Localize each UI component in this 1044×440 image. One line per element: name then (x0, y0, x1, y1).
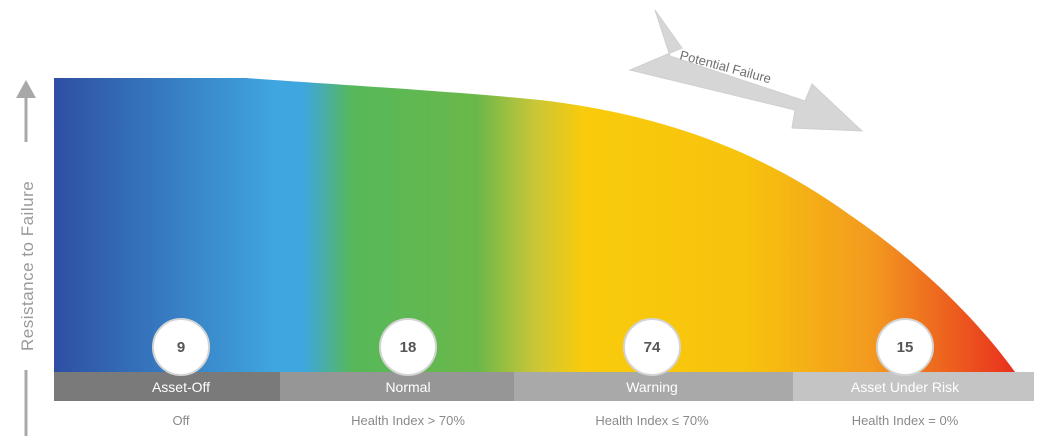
y-axis-label: Resistance to Failure (18, 181, 37, 351)
count-value-normal: 18 (400, 339, 417, 356)
count-value-risk: 15 (897, 339, 914, 356)
count-circle-risk[interactable]: 15 (876, 318, 934, 376)
potential-failure-arrow-icon (628, 9, 864, 132)
stage-segment-normal (280, 372, 514, 401)
stage-label-risk: Asset Under Risk (851, 379, 960, 395)
stage-label-warning: Warning (626, 379, 678, 395)
stage-segment-asset-off (54, 372, 280, 401)
count-value-warning: 74 (644, 339, 661, 356)
potential-failure-arrow: Potential Failure (628, 9, 864, 132)
resistance-curve-area (54, 78, 1015, 372)
stage-label-asset-off: Asset-Off (152, 379, 210, 395)
count-circle-normal[interactable]: 18 (379, 318, 437, 376)
stage-bar: Asset-Off Normal Warning Asset Under Ris… (54, 372, 1034, 401)
stage-segment-risk (793, 372, 1034, 401)
y-axis-arrowhead-icon (16, 80, 36, 98)
condition-label-risk: Health Index = 0% (852, 413, 959, 428)
count-circle-asset-off[interactable]: 9 (152, 318, 210, 376)
condition-label-asset-off: Off (172, 413, 189, 428)
condition-label-warning: Health Index ≤ 70% (595, 413, 709, 428)
count-circle-warning[interactable]: 74 (623, 318, 681, 376)
condition-label-normal: Health Index > 70% (351, 413, 465, 428)
stage-segment-warning (514, 372, 793, 401)
stage-label-normal: Normal (385, 379, 430, 395)
y-axis: Resistance to Failure (16, 80, 37, 436)
count-value-asset-off: 9 (177, 339, 185, 356)
